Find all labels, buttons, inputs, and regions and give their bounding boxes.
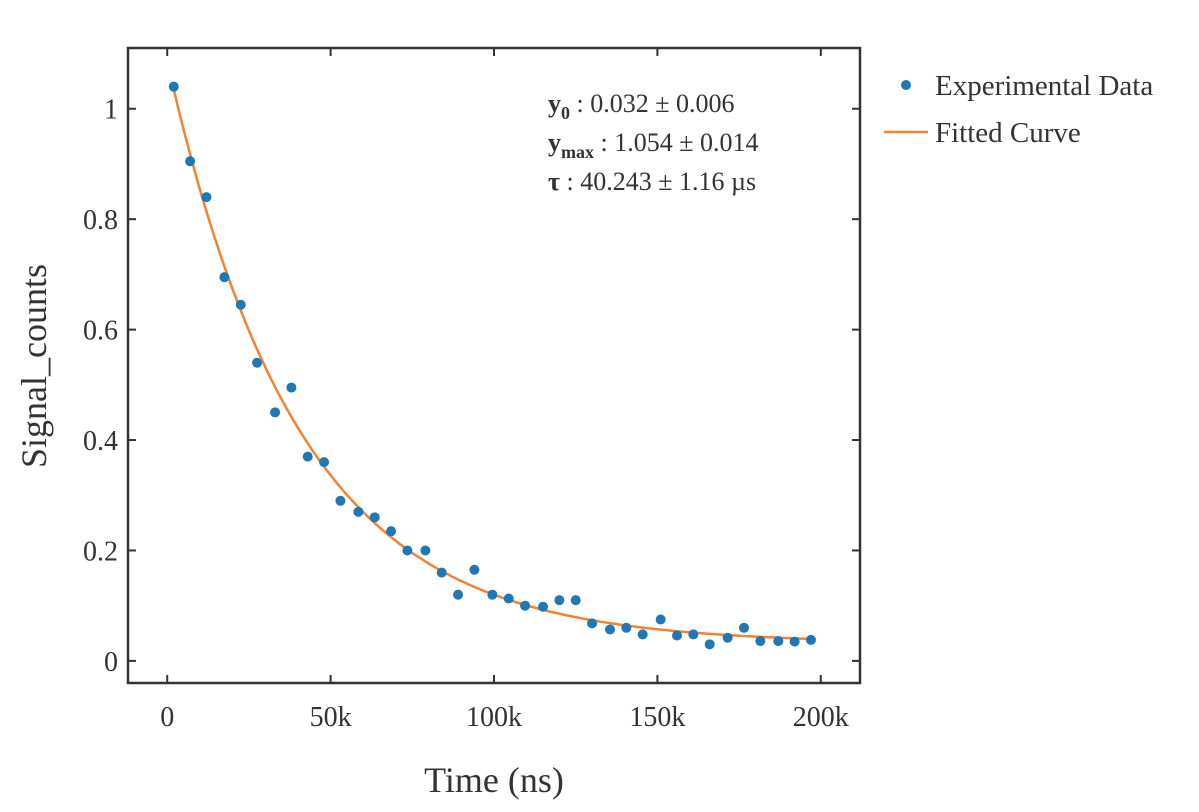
data-point bbox=[270, 407, 281, 418]
data-point bbox=[755, 636, 766, 647]
y-tick-label: 0.6 bbox=[83, 316, 118, 347]
data-point bbox=[672, 630, 682, 641]
data-point bbox=[235, 299, 246, 310]
data-point bbox=[319, 457, 330, 468]
fit-parameters: y0 : 0.032 ± 0.006 ymax : 1.054 ± 0.014 τ … bbox=[548, 89, 759, 196]
legend-marker-experimental-data bbox=[901, 80, 911, 90]
data-point bbox=[789, 636, 800, 647]
x-tick-label: 200k bbox=[793, 702, 849, 733]
y-tick-label: 0.2 bbox=[83, 536, 118, 567]
legend: Experimental Data Fitted Curve bbox=[884, 70, 1153, 149]
y-tick-label: 1 bbox=[104, 95, 118, 126]
data-point bbox=[722, 632, 733, 643]
x-tick-label: 0 bbox=[160, 702, 174, 733]
data-point bbox=[605, 624, 616, 635]
data-point bbox=[369, 512, 380, 523]
data-point bbox=[503, 593, 514, 604]
data-point bbox=[420, 545, 431, 556]
data-point bbox=[655, 614, 666, 625]
data-point bbox=[637, 629, 648, 640]
data-point bbox=[805, 634, 816, 645]
x-tick-label: 50k bbox=[310, 702, 352, 733]
data-point bbox=[201, 192, 212, 203]
x-tick-label: 100k bbox=[466, 702, 522, 733]
fit-parameter-line: τ : 40.243 ± 1.16 µs bbox=[548, 167, 756, 196]
y-tick-label: 0 bbox=[104, 647, 118, 678]
data-point bbox=[402, 545, 413, 556]
data-point bbox=[688, 629, 699, 640]
data-point bbox=[520, 600, 531, 611]
data-point bbox=[538, 601, 549, 612]
fit-parameter-line: ymax : 1.054 ± 0.014 bbox=[548, 128, 759, 162]
data-point bbox=[570, 595, 581, 606]
y-tick-label: 0.4 bbox=[83, 426, 118, 457]
x-tick-label: 150k bbox=[629, 702, 685, 733]
data-point bbox=[738, 622, 749, 633]
data-point bbox=[621, 622, 632, 633]
data-point bbox=[252, 357, 263, 368]
data-point bbox=[436, 567, 447, 578]
data-point bbox=[353, 506, 364, 517]
x-axis-title: Time (ns) bbox=[424, 760, 564, 800]
x-axis: 0 50k 100k 150k 200k bbox=[160, 48, 849, 733]
data-point bbox=[487, 589, 498, 600]
y-tick-label: 0.8 bbox=[83, 205, 118, 236]
data-point bbox=[554, 595, 565, 606]
data-point bbox=[185, 156, 196, 167]
data-point bbox=[219, 272, 230, 283]
data-point bbox=[469, 564, 480, 575]
y-axis: 0 0.2 0.4 0.6 0.8 1 bbox=[83, 95, 860, 678]
data-point bbox=[704, 639, 715, 650]
data-point bbox=[453, 589, 464, 600]
data-points bbox=[168, 81, 816, 650]
legend-label-experimental-data: Experimental Data bbox=[935, 70, 1153, 102]
data-point bbox=[335, 495, 346, 506]
fit-parameter-line: y0 : 0.032 ± 0.006 bbox=[548, 89, 735, 123]
data-point bbox=[773, 636, 784, 647]
data-point bbox=[587, 618, 598, 629]
data-point bbox=[302, 451, 313, 462]
y-axis-title: Signal_counts bbox=[14, 264, 54, 468]
legend-label-fitted-curve: Fitted Curve bbox=[935, 117, 1081, 149]
data-point bbox=[168, 81, 179, 92]
data-point bbox=[386, 526, 397, 537]
data-point bbox=[286, 382, 297, 393]
